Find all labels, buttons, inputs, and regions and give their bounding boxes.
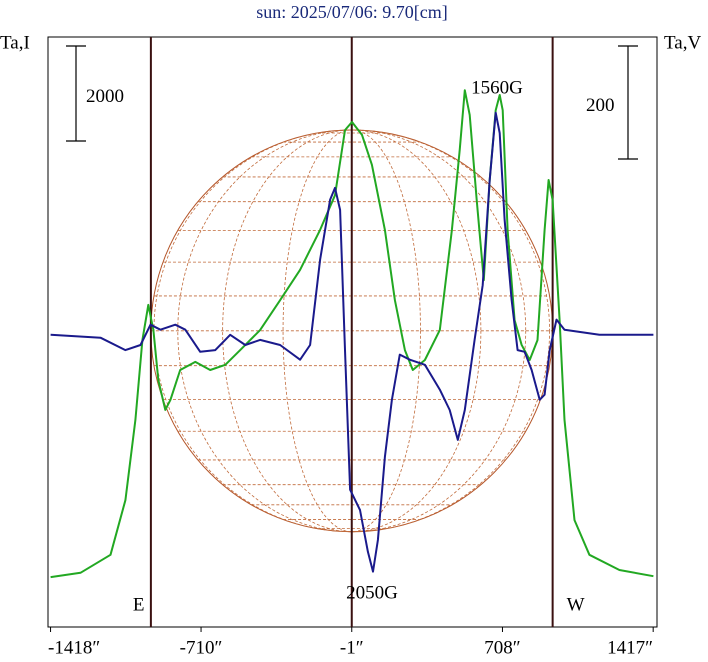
x-tick-label: -1″ bbox=[340, 637, 364, 658]
annotation: 2050G bbox=[346, 582, 398, 603]
x-tick-label: 1417″ bbox=[607, 637, 653, 658]
annotation: 1560G bbox=[471, 77, 523, 98]
series-line bbox=[50, 89, 654, 579]
meridian bbox=[177, 129, 527, 533]
y2-axis-label: Ta,V bbox=[664, 32, 701, 53]
limb-label: E bbox=[133, 594, 145, 615]
y-axis-label: Ta,I bbox=[0, 32, 30, 53]
limb-label: W bbox=[567, 594, 585, 615]
x-tick-label: -710″ bbox=[180, 637, 223, 658]
scale-bar-label: 200 bbox=[586, 95, 615, 116]
x-tick-label: 708″ bbox=[484, 637, 520, 658]
x-tick-label: -1418″ bbox=[48, 637, 100, 658]
scale-bar-label: 2000 bbox=[86, 86, 124, 107]
chart-title: sun: 2025/07/06: 9.70[cm] bbox=[256, 2, 448, 22]
series-line bbox=[50, 111, 654, 573]
